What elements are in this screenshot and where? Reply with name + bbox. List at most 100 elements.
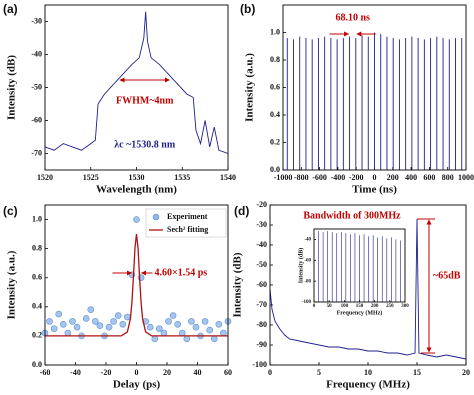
point — [178, 329, 186, 337]
point — [105, 323, 113, 331]
x-tick-label: 40 — [194, 368, 202, 377]
y-axis-label: Intensity (dB) — [6, 55, 18, 120]
y-tick-label: 0.4 — [32, 302, 42, 311]
x-tick-label: -60 — [40, 368, 51, 377]
point — [160, 329, 168, 337]
plot-frame — [44, 204, 229, 366]
x-tick-label: 1530 — [129, 173, 145, 182]
y-tick-label: -90 — [256, 340, 267, 349]
x-tick-label: 0 — [313, 304, 316, 309]
point — [82, 315, 90, 322]
x-tick-label: -200 — [349, 173, 364, 182]
point — [183, 335, 191, 343]
y-tick-label: -40 — [304, 238, 311, 243]
annotation: ~65dB — [433, 270, 461, 281]
x-tick-label: 150 — [356, 304, 364, 309]
x-tick-label: 15 — [413, 368, 421, 377]
y-axis-label: Intensity (a.u.) — [6, 250, 18, 319]
x-tick-label: 0 — [373, 173, 377, 182]
x-tick-label: 0 — [268, 368, 272, 377]
x-axis-label: Time (ns) — [352, 184, 397, 196]
point — [188, 318, 195, 325]
point — [69, 318, 76, 325]
x-tick-label: 1540 — [220, 173, 236, 182]
point — [114, 312, 122, 319]
y-axis-label: Intensity (dB) — [232, 252, 244, 317]
x-tick-label: -400 — [331, 173, 346, 182]
point — [220, 329, 227, 337]
annotation: FWHM~4nm — [116, 95, 174, 106]
x-tick-label: 50 — [327, 304, 333, 309]
point — [59, 320, 67, 328]
y-tick-label: -100 — [302, 300, 312, 305]
y-tick-label: -60 — [304, 258, 311, 263]
line — [44, 11, 229, 154]
point — [96, 322, 104, 330]
panel-label: (a) — [3, 2, 18, 16]
point — [64, 329, 72, 337]
y-tick-label: -40 — [31, 49, 42, 58]
x-tick-label: 300 — [401, 304, 409, 309]
panel: (c) -60 -40 -20 0 20 40 60 0.0 0.2 0.4 0.6 0.8 1.0 Del… — [3, 204, 232, 390]
x-tick-label: 200 — [371, 304, 379, 309]
x-tick-label: -800 — [294, 173, 309, 182]
annotation: λc ~1530.8 nm — [114, 139, 176, 150]
y-axis-label: Intensity (dB) — [297, 248, 304, 284]
panel: (b) -1000 -800 -600 -400 -200 0 200 400 600 800 100… — [240, 2, 474, 195]
point — [46, 318, 53, 325]
point — [110, 318, 117, 325]
x-tick-label: -600 — [312, 173, 327, 182]
point — [174, 320, 181, 328]
point — [146, 323, 154, 331]
x-tick-label: 20 — [163, 368, 171, 377]
y-tick-label: -30 — [31, 16, 42, 25]
x-tick-label: 200 — [387, 173, 399, 182]
panel-label: (b) — [240, 2, 255, 16]
x-tick-label: 1520 — [37, 173, 53, 182]
point — [133, 216, 140, 223]
panel-label: (d) — [234, 204, 249, 218]
point — [87, 306, 95, 314]
x-tick-label: -1000 — [274, 173, 293, 182]
point — [151, 335, 159, 343]
x-tick-label: 10 — [364, 368, 372, 377]
point — [50, 325, 58, 332]
y-tick-label: -20 — [256, 200, 267, 209]
x-tick-label: 400 — [405, 173, 417, 182]
y-tick-label: -60 — [256, 280, 267, 289]
x-tick-label: 5 — [317, 368, 321, 377]
point — [156, 325, 163, 332]
legend-label: Experiment — [167, 212, 208, 221]
plot-frame — [313, 228, 406, 303]
y-tick-label: 0.2 — [270, 137, 280, 146]
x-tick-label: 250 — [386, 304, 394, 309]
y-tick-label: 0.2 — [32, 331, 42, 340]
x-tick-label: 100 — [341, 304, 349, 309]
x-tick-label: 20 — [462, 368, 470, 377]
plot-frame — [269, 204, 467, 366]
y-tick-label: 0.4 — [270, 110, 280, 119]
y-tick-label: 0.8 — [32, 243, 42, 252]
y-tick-label: 0.0 — [32, 360, 42, 369]
x-tick-label: 800 — [442, 173, 454, 182]
line — [45, 234, 228, 337]
plot-frame — [44, 4, 229, 171]
point — [206, 326, 213, 334]
x-tick-label: 0 — [135, 368, 139, 377]
point — [165, 318, 172, 325]
annotation: 4.60×1.54 ps — [155, 267, 208, 278]
y-tick-label: -30 — [256, 220, 267, 229]
point — [210, 335, 218, 343]
legend — [145, 208, 227, 238]
point — [119, 320, 127, 328]
y-tick-label: 1.0 — [32, 214, 42, 223]
legend-symbol — [152, 213, 160, 221]
y-axis-label: Intensity (a.u.) — [244, 53, 256, 122]
y-tick-label: -80 — [304, 279, 311, 284]
panel-label: (c) — [3, 204, 18, 218]
x-axis-label: Delay (ps) — [113, 379, 161, 391]
x-axis-label: Frequency (MHz) — [326, 379, 410, 391]
x-tick-label: 1000 — [458, 173, 474, 182]
y-tick-label: 0.0 — [270, 165, 280, 174]
